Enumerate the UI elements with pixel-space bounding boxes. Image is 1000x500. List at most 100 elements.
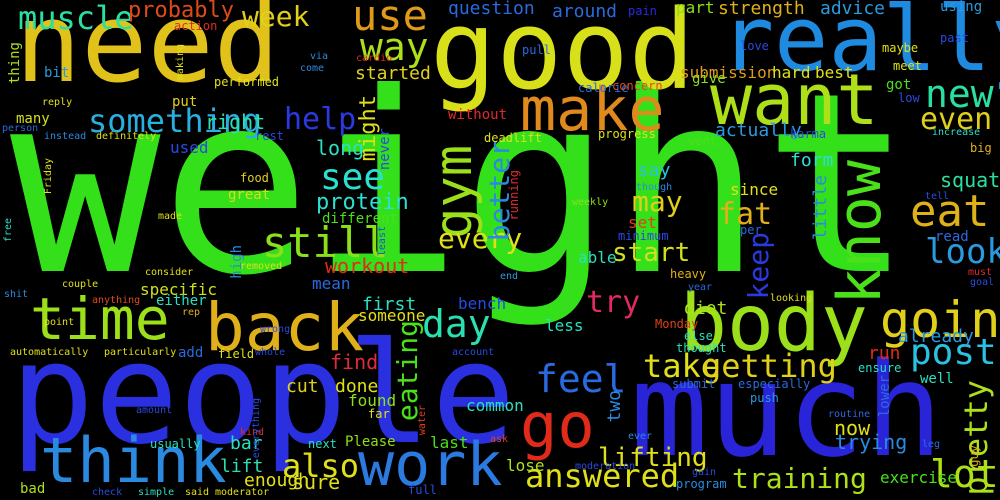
word-never: never	[377, 128, 393, 171]
word-couple: couple	[62, 279, 99, 290]
word-eat: eat	[910, 186, 990, 237]
word-part: part	[676, 0, 715, 17]
word-food: food	[240, 171, 269, 185]
word-bench: bench	[458, 294, 507, 313]
word-common: common	[466, 396, 524, 415]
word-sure: sure	[292, 470, 341, 494]
word-done: done	[335, 376, 379, 397]
word-made: made	[158, 211, 183, 222]
word-help: help	[284, 102, 357, 137]
word-started: started	[355, 63, 431, 84]
word-program: program	[676, 477, 727, 491]
word-people: people	[10, 313, 516, 476]
word-exercise: exercise	[880, 468, 958, 487]
word-point: point	[44, 317, 75, 328]
word-lot: lot	[930, 452, 999, 496]
word-everything: everything	[251, 398, 262, 459]
word-minimum: minimum	[618, 229, 669, 243]
word-definitely: definitely	[96, 131, 157, 142]
word-went: went	[688, 134, 717, 148]
word-ever: ever	[628, 431, 653, 442]
word-may: may	[632, 185, 683, 218]
word-great: great	[228, 187, 271, 203]
word-calorie: calorie	[578, 81, 629, 95]
word-best: best	[815, 63, 854, 82]
word-full: full	[408, 483, 437, 497]
word-start: start	[612, 238, 691, 268]
word-automatically: automatically	[10, 347, 89, 358]
word-take: take	[643, 347, 721, 385]
word-increase: increase	[932, 127, 981, 138]
word-love: love	[740, 39, 769, 53]
word-guy: guy	[967, 445, 981, 467]
word-next: next	[308, 437, 337, 451]
word-question: question	[448, 0, 535, 19]
word-see: see	[320, 157, 386, 198]
word-lose: lose	[506, 456, 545, 475]
word-moderation: moderation	[575, 461, 636, 472]
word-gain: gain	[692, 467, 717, 478]
word-less: less	[545, 316, 584, 335]
word-making: making	[175, 44, 186, 81]
word-action: action	[174, 19, 218, 33]
word-know: know	[825, 160, 895, 305]
word-low: low	[898, 91, 920, 105]
word-good: good	[430, 0, 695, 114]
word-last: last	[430, 433, 469, 452]
word-protein: protein	[316, 190, 409, 215]
word-training: training	[732, 462, 867, 495]
word-new: new	[925, 72, 994, 116]
word-well: well	[920, 371, 954, 387]
word-submit: submit	[672, 377, 716, 391]
word-set: set	[628, 213, 657, 232]
word-deadlift: deadlift	[484, 131, 542, 145]
word-cut: cut	[286, 376, 319, 397]
word-simple: simple	[138, 487, 175, 498]
word-said: said	[185, 487, 210, 498]
word-much: much	[630, 334, 944, 486]
word-person: person	[2, 123, 39, 134]
word-come: come	[300, 63, 325, 74]
word-mean: mean	[312, 274, 351, 293]
word-weight: weight	[10, 39, 914, 330]
word-way: way	[360, 25, 429, 69]
word-lower: lower	[877, 375, 893, 418]
word-without: without	[448, 107, 508, 123]
word-please: Please	[345, 434, 396, 450]
word-free: free	[3, 218, 14, 243]
word-must: must	[968, 267, 993, 278]
word-weekly: weekly	[572, 197, 609, 208]
word-looking: looking	[770, 293, 813, 304]
word-moderator: moderator	[215, 487, 270, 498]
word-using: using	[940, 0, 983, 15]
word-different: different	[322, 211, 398, 227]
word-fat: fat	[718, 197, 773, 232]
word-concern: concern	[612, 79, 663, 93]
word-thing: thing	[7, 42, 23, 85]
word-something: something	[88, 102, 262, 140]
word-rest: rest	[255, 129, 284, 143]
word-answered: answered	[525, 457, 680, 495]
word-diet: diet	[684, 298, 728, 319]
word-performed: performed	[214, 75, 280, 89]
word-though: though	[636, 182, 673, 193]
word-usually: usually	[150, 437, 201, 451]
word-friday: Friday	[43, 158, 54, 195]
word-enough: enough	[244, 470, 310, 491]
word-advice: advice	[820, 0, 886, 19]
word-use: use	[352, 0, 428, 40]
word-week: week	[242, 0, 310, 33]
word-form: form	[790, 150, 834, 171]
word-make: make	[520, 75, 665, 145]
word-anything: anything	[92, 295, 141, 306]
word-every: every	[438, 222, 523, 255]
word-even: even	[920, 102, 993, 137]
word-big: big	[970, 141, 992, 155]
word-say: say	[638, 160, 671, 181]
word-pain: pain	[628, 4, 657, 18]
word-goal: goal	[970, 277, 995, 288]
word-karma: karma	[790, 127, 827, 141]
word-found: found	[348, 391, 397, 410]
word-shit: shit	[4, 289, 29, 300]
